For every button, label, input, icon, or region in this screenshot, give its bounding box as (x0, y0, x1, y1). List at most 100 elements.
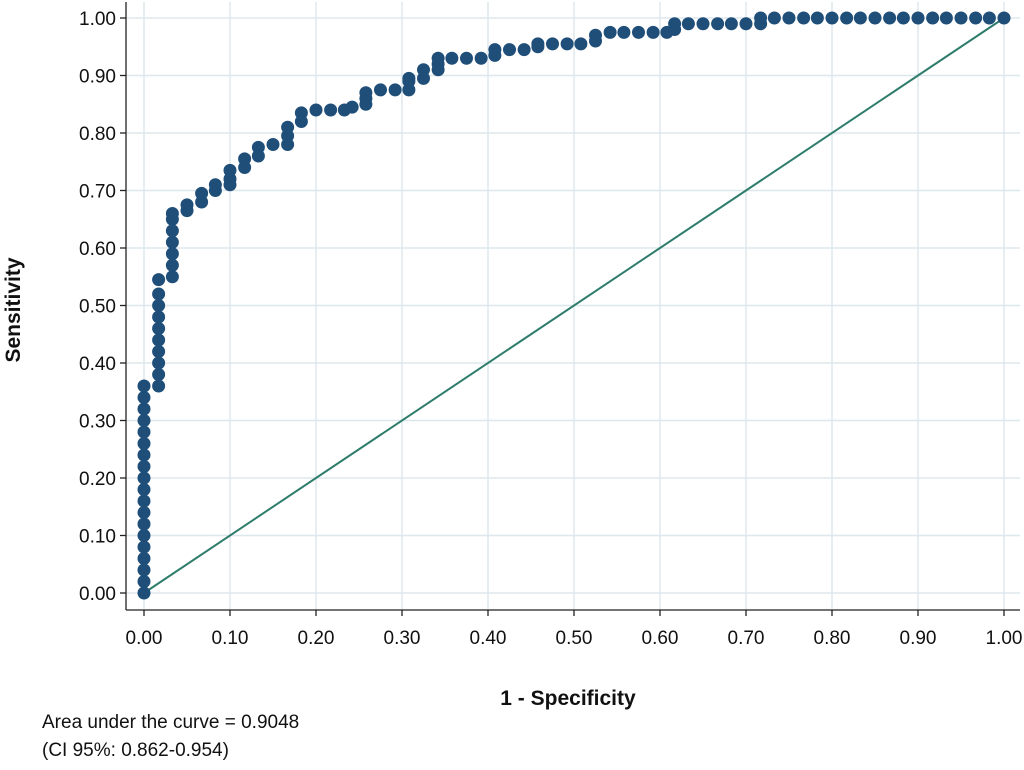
roc-point (911, 11, 925, 25)
y-tick-label: 0.20 (79, 469, 116, 490)
roc-point (137, 471, 151, 485)
y-axis-title: Sensitivity (2, 257, 25, 362)
y-tick-label: 0.80 (79, 124, 116, 145)
roc-point (954, 11, 968, 25)
x-tick-label: 0.20 (298, 628, 335, 649)
roc-point (208, 178, 222, 192)
roc-point (165, 207, 179, 220)
roc-point (603, 25, 617, 39)
x-tick-label: 0.70 (728, 628, 765, 649)
x-axis-title: 1 - Specificity (500, 687, 636, 710)
roc-point (137, 552, 151, 565)
roc-point (896, 11, 910, 25)
y-tick-label: 0.30 (79, 412, 116, 433)
roc-point (195, 186, 209, 200)
roc-point (152, 333, 166, 347)
roc-point (696, 17, 710, 31)
roc-point (137, 506, 151, 519)
roc-point (517, 43, 531, 57)
roc-point (165, 247, 179, 261)
roc-point (152, 322, 166, 335)
roc-point (137, 494, 151, 508)
roc-point (165, 258, 179, 272)
roc-point (137, 529, 151, 542)
roc-point (137, 425, 151, 439)
y-tick-label: 0.90 (79, 67, 116, 88)
x-tick-label: 1.00 (986, 628, 1023, 649)
x-tick-label: 0.60 (642, 628, 679, 649)
roc-point (152, 345, 166, 358)
roc-point (309, 103, 323, 117)
roc-point (531, 37, 545, 51)
roc-point (152, 356, 166, 370)
roc-point (926, 11, 940, 25)
roc-point (681, 17, 695, 31)
roc-point (969, 11, 983, 25)
roc-point (137, 483, 151, 496)
y-tick-label: 0.00 (79, 584, 116, 605)
roc-point (137, 402, 151, 416)
roc-point (152, 379, 166, 393)
roc-point (137, 414, 151, 427)
roc-point (431, 51, 445, 65)
y-tick-label: 0.10 (79, 527, 116, 548)
roc-point (782, 11, 796, 25)
roc-point (388, 83, 402, 97)
roc-point (137, 517, 151, 531)
roc-point (982, 11, 996, 25)
x-tick-label: 0.00 (126, 628, 163, 649)
roc-point (632, 25, 645, 39)
roc-point (445, 51, 459, 65)
roc-point (137, 586, 151, 600)
roc-point (754, 11, 768, 25)
x-tick-label: 0.40 (470, 628, 507, 649)
roc-point (668, 17, 682, 31)
roc-point (460, 51, 473, 65)
roc-point (152, 310, 166, 324)
roc-point (546, 37, 559, 51)
roc-point (797, 11, 811, 25)
roc-point (294, 106, 308, 120)
roc-point (868, 11, 882, 25)
roc-point (165, 270, 179, 284)
x-tick-labels: 0.00 0.10 0.20 0.30 0.40 0.50 0.60 0.70 0.80 0.90… (126, 628, 1023, 649)
roc-point (560, 37, 574, 51)
axes (120, 2, 1020, 616)
roc-point (152, 273, 166, 287)
roc-point (853, 11, 867, 25)
y-tick-label: 1.00 (79, 9, 116, 30)
roc-point (251, 140, 265, 154)
roc-point (503, 43, 516, 57)
x-tick-label: 0.90 (900, 628, 937, 649)
x-tick-label: 0.50 (556, 628, 593, 649)
roc-point (825, 11, 839, 25)
roc-point (646, 25, 660, 39)
roc-point (266, 138, 280, 151)
roc-point (589, 28, 602, 42)
roc-point (165, 224, 179, 238)
roc-point (359, 86, 373, 100)
x-tick-label: 0.80 (814, 628, 851, 649)
roc-point (617, 25, 631, 39)
roc-point (137, 540, 151, 554)
roc-point (488, 43, 502, 57)
roc-points (137, 11, 1011, 600)
roc-point (574, 37, 588, 51)
roc-point (137, 460, 151, 473)
roc-point (883, 11, 897, 25)
roc-point (137, 437, 151, 450)
roc-point (137, 391, 151, 404)
roc-point (281, 120, 295, 134)
reference-diagonal-line (143, 17, 1005, 594)
roc-point (724, 17, 738, 31)
roc-point (374, 83, 387, 97)
roc-point (137, 563, 151, 577)
roc-point (223, 163, 237, 177)
x-tick-label: 0.30 (384, 628, 421, 649)
roc-point (238, 152, 252, 166)
roc-point (165, 235, 179, 249)
auc-annotation: Area under the curve = 0.9048 (42, 712, 300, 733)
y-tick-label: 0.50 (79, 297, 116, 318)
roc-point (739, 17, 753, 31)
